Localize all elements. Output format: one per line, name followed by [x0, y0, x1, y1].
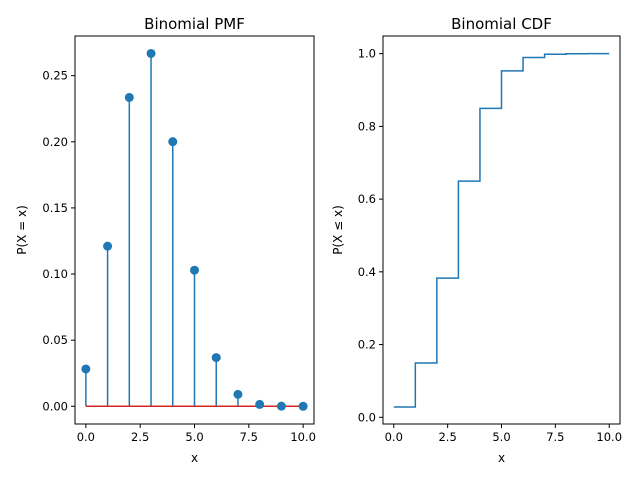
cdf-panel: Binomial CDF 0.0 2.5 5.0 7.5 10.0 0.00.20.40…: [331, 15, 622, 465]
cdf-y-ticks: 0.0 0.2 0.4 0.6 0.8 1.0: [358, 47, 383, 424]
pmf-y-tick-label: 0.15: [42, 201, 68, 215]
cdf-x-ticks: 0.0 2.5 5.0 7.5 10.0: [385, 424, 622, 444]
cdf-y-tick-label: 0.2: [358, 338, 376, 352]
pmf-panel: Binomial PMF 0.0 2.5 5.0 7.5 10.0 0.000.050.…: [15, 15, 316, 465]
cdf-x-tick-label: 10.0: [596, 430, 622, 444]
cdf-title: Binomial CDF: [451, 15, 552, 33]
pmf-point: [190, 265, 199, 275]
cdf-x-tick-label: 5.0: [492, 430, 510, 444]
cdf-x-tick-label: 2.5: [438, 430, 456, 444]
cdf-y-tick-label: 0.6: [358, 192, 376, 206]
pmf-point: [103, 241, 113, 251]
pmf-point: [276, 401, 286, 411]
pmf-plot-area: [81, 48, 308, 411]
pmf-y-ticks: 0.00 0.05 0.10 0.15 0.20 0.25: [42, 69, 75, 413]
cdf-y-tick-label: 0.0: [358, 410, 376, 424]
pmf-point: [255, 399, 265, 409]
pmf-point: [211, 353, 221, 363]
pmf-x-tick-label: 7.5: [240, 430, 258, 444]
pmf-y-tick-label: 0.25: [42, 69, 68, 83]
pmf-x-ticks: 0.0 2.5 5.0 7.5 10.0: [77, 424, 316, 444]
pmf-title: Binomial PMF: [144, 15, 245, 33]
pmf-point: [124, 92, 134, 102]
pmf-y-axis-label: P(X = x): [15, 205, 29, 255]
pmf-point: [81, 364, 91, 374]
cdf-y-tick-label: 0.8: [358, 119, 376, 133]
pmf-point: [298, 401, 308, 411]
cdf-x-axis-label: x: [498, 451, 505, 465]
cdf-step-line: [393, 52, 610, 408]
pmf-y-tick-label: 0.20: [42, 135, 68, 149]
pmf-x-tick-label: 5.0: [185, 430, 203, 444]
pmf-point: [168, 137, 178, 147]
cdf-y-tick-label: 1.0: [358, 47, 376, 61]
pmf-y-tick-label: 0.05: [42, 333, 68, 347]
pmf-y-tick-label: 0.00: [42, 399, 68, 413]
pmf-point: [233, 389, 243, 399]
pmf-x-axis-label: x: [191, 451, 198, 465]
cdf-y-axis-label: P(X ≤ x): [331, 205, 345, 255]
cdf-plot-area: [393, 52, 610, 408]
cdf-y-tick-label: 0.4: [358, 265, 376, 279]
pmf-x-tick-label: 0.0: [77, 430, 95, 444]
cdf-x-tick-label: 0.0: [385, 430, 403, 444]
pmf-y-tick-label: 0.10: [42, 267, 68, 281]
pmf-point: [146, 48, 156, 58]
pmf-x-tick-label: 2.5: [131, 430, 149, 444]
pmf-x-tick-label: 10.0: [290, 430, 316, 444]
cdf-x-tick-label: 7.5: [546, 430, 564, 444]
